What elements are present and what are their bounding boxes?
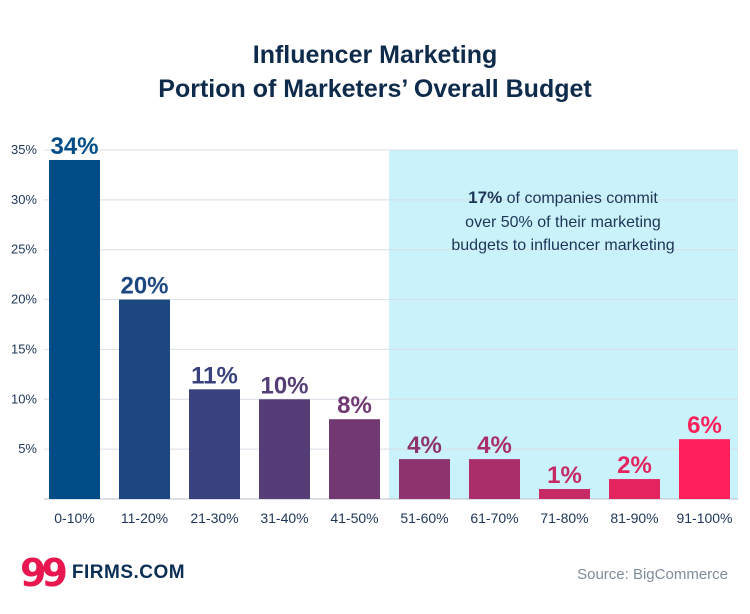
chart-title-line-2: Portion of Marketers’ Overall Budget (158, 75, 592, 103)
logo-99-mark: 99 (20, 551, 68, 595)
y-tick-label: 30% (11, 192, 37, 207)
x-tick-label: 31-40% (260, 510, 308, 526)
brand-logo[interactable]: 99 FIRMS.COM (20, 551, 186, 595)
x-tick-label: 61-70% (470, 510, 518, 526)
bar-value-label: 20% (120, 273, 168, 300)
bar (189, 389, 240, 499)
y-tick-label: 20% (11, 292, 37, 307)
logo-text: FIRMS.COM (71, 562, 186, 583)
bar-value-label: 10% (260, 372, 308, 399)
bar-value-label: 11% (191, 362, 238, 389)
x-tick-label: 71-80% (540, 510, 588, 526)
bar (259, 399, 310, 499)
x-tick-label: 91-100% (676, 510, 732, 526)
bar-value-label: 4% (477, 432, 512, 459)
annotation-line-1-text: of companies commit (502, 190, 658, 207)
bar (119, 299, 170, 499)
annotation-line-3: budgets to influencer marketing (451, 237, 675, 254)
bar (399, 459, 450, 499)
y-tick-label: 25% (11, 242, 37, 257)
source-note: Source: BigCommerce (577, 566, 728, 583)
bar (679, 439, 730, 499)
x-tick-label: 41-50% (330, 510, 378, 526)
x-tick-label: 11-20% (121, 510, 168, 526)
x-tick-label: 0-10% (54, 510, 94, 526)
bar-value-label: 1% (547, 462, 582, 489)
bar (609, 479, 660, 499)
y-tick-label: 10% (11, 391, 37, 406)
annotation-line-1: 17% of companies commit (388, 186, 738, 211)
bar (469, 459, 520, 499)
chart-title: Influencer Marketing Portion of Marketer… (0, 38, 750, 106)
x-tick-label: 21-30% (190, 510, 238, 526)
bar-value-label: 8% (337, 392, 372, 419)
x-tick-label: 51-60% (400, 510, 448, 526)
x-tick-label: 81-90% (610, 510, 658, 526)
y-tick-label: 5% (18, 441, 37, 456)
bar (539, 489, 590, 499)
y-tick-label: 35% (11, 142, 37, 157)
bar (49, 159, 100, 499)
bar (329, 419, 380, 499)
bar-value-label: 6% (687, 412, 722, 439)
y-tick-label: 15% (11, 341, 37, 356)
annotation-highlight-value: 17% (468, 188, 503, 207)
bar-value-label: 34% (50, 133, 98, 160)
highlight-annotation: 17% of companies commit over 50% of thei… (388, 186, 738, 258)
bar-value-label: 4% (407, 432, 442, 459)
annotation-line-2: over 50% of their marketing (465, 213, 661, 231)
chart-title-line-1: Influencer Marketing (252, 41, 498, 69)
bar-value-label: 2% (617, 452, 652, 479)
